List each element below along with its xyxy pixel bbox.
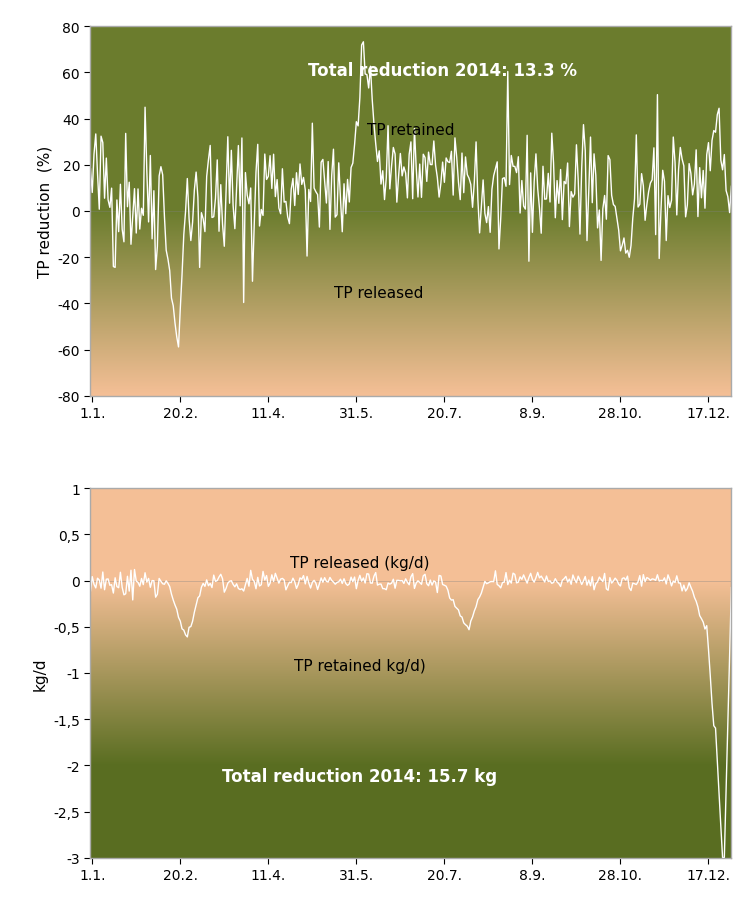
Text: TP retained: TP retained [367, 123, 455, 138]
Text: TP released (kg/d): TP released (kg/d) [290, 555, 430, 570]
Text: Total reduction 2014: 13.3 %: Total reduction 2014: 13.3 % [308, 62, 578, 80]
Y-axis label: TP reduction  (%): TP reduction (%) [37, 145, 52, 278]
Text: Total reduction 2014: 15.7 kg: Total reduction 2014: 15.7 kg [222, 768, 497, 786]
Y-axis label: kg/d: kg/d [32, 656, 48, 690]
Text: TP retained kg/d): TP retained kg/d) [294, 658, 425, 674]
Text: TP released: TP released [334, 285, 424, 301]
